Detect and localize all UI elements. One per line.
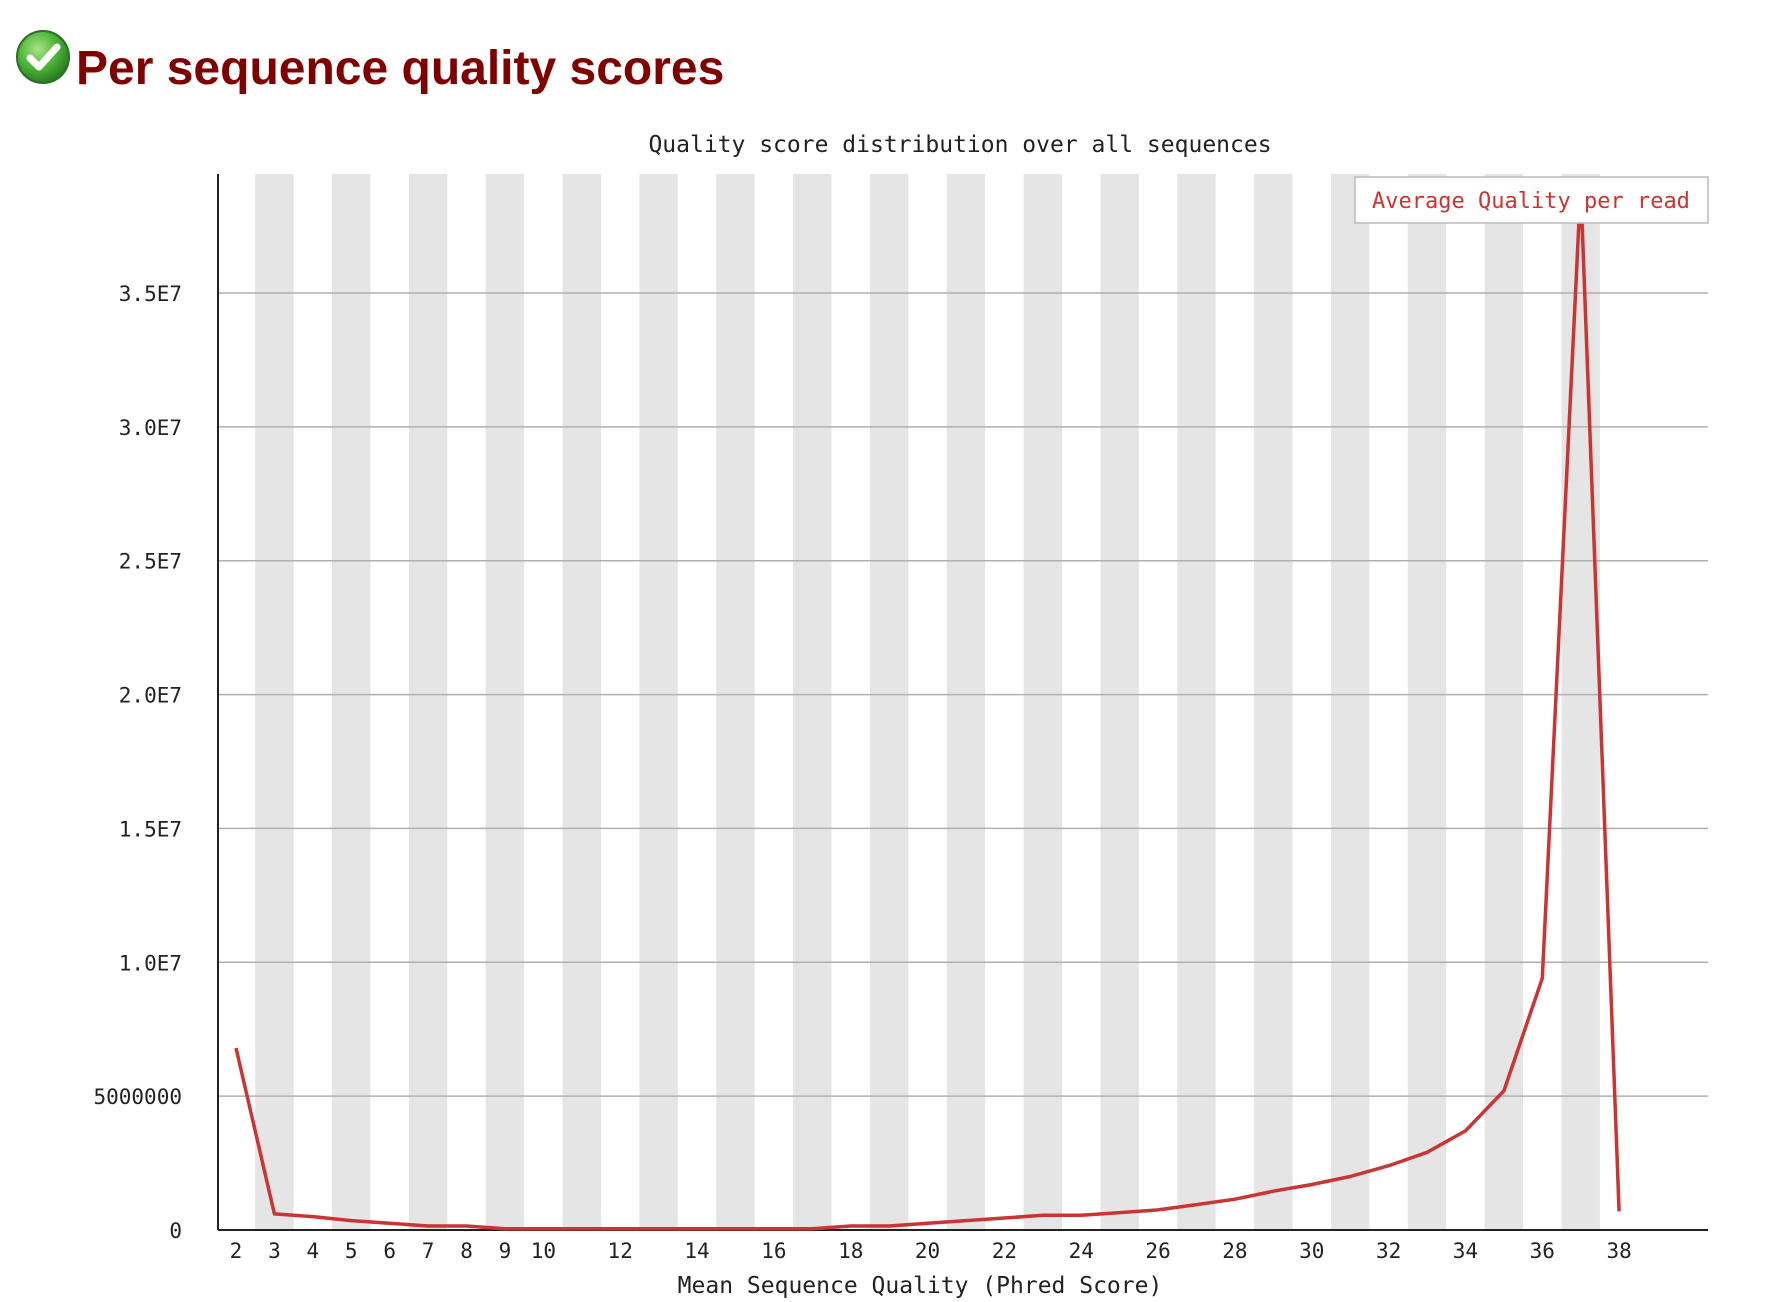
x-band [946,174,986,1230]
x-tick-label: 16 [761,1239,786,1263]
legend: Average Quality per read [1354,176,1709,224]
x-tick-label: 28 [1222,1239,1247,1263]
x-tick-label: 20 [915,1239,940,1263]
x-tick-label: 24 [1069,1239,1094,1263]
x-band [869,174,909,1230]
x-band [639,174,678,1230]
x-band [716,174,755,1230]
legend-entry: Average Quality per read [1372,189,1690,214]
check-circle-icon [16,30,70,84]
x-band [1023,174,1063,1230]
x-tick-label: 12 [608,1239,633,1263]
x-tick-label: 38 [1606,1239,1631,1263]
section-header: Per sequence quality scores [14,22,724,95]
x-tick-label: 8 [460,1239,473,1263]
y-tick-label: 1.0E7 [119,951,182,975]
x-tick-label: 22 [992,1239,1017,1263]
x-band [332,174,371,1230]
x-band [793,174,832,1230]
y-tick-label: 2.5E7 [119,550,182,574]
x-band [1407,174,1447,1230]
x-band [485,174,525,1230]
x-axis-label: Mean Sequence Quality (Phred Score) [678,1273,1163,1299]
x-tick-label: 14 [684,1239,709,1263]
x-band [562,174,601,1230]
series-line [234,184,1621,1231]
y-tick-label: 0 [169,1219,182,1243]
x-tick-label: 9 [499,1239,512,1263]
x-tick-label: 6 [383,1239,396,1263]
x-band [1254,174,1293,1230]
x-tick-label: 32 [1376,1239,1401,1263]
x-band [408,174,448,1230]
y-tick-labels: 0 5000000 1.0E7 1.5E7 2.0E7 2.5E7 3.0E7 3.5E7 [93,282,182,1243]
series-lines [234,184,1621,1231]
x-tick-label: 26 [1145,1239,1170,1263]
x-band [1561,174,1600,1230]
x-tick-label: 3 [268,1239,281,1263]
x-tick-label: 2 [230,1239,243,1263]
y-gridlines [218,292,1708,1097]
x-tick-label: 18 [838,1239,863,1263]
x-band [255,174,294,1230]
y-tick-label: 2.0E7 [119,684,182,708]
x-tick-label: 34 [1453,1239,1478,1263]
x-band [1484,174,1524,1230]
y-tick-label: 5000000 [93,1085,182,1109]
x-tick-label: 7 [422,1239,435,1263]
x-tick-label: 4 [307,1239,320,1263]
x-tick-label: 5 [345,1239,358,1263]
x-band [1177,174,1216,1230]
y-tick-label: 1.5E7 [119,817,182,841]
x-tick-labels: 2 3 4 5 6 7 8 9 10 12 14 16 18 20 22 24 26 28 30 32 34 36 38 [230,1239,1632,1263]
x-band [1100,174,1139,1230]
x-tick-label: 30 [1299,1239,1324,1263]
legend-box [1354,176,1709,224]
x-band [1330,174,1370,1230]
chart-title: Quality score distribution over all sequ… [648,132,1271,158]
axes [217,174,1708,1231]
x-bands [255,174,1600,1230]
page-title: Per sequence quality scores [76,41,725,95]
y-tick-label: 3.0E7 [119,416,182,440]
x-tick-label: 10 [531,1239,556,1263]
x-tick-label: 36 [1530,1239,1555,1263]
y-tick-label: 3.5E7 [119,282,182,306]
